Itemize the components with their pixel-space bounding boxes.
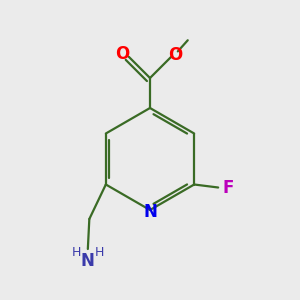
Text: F: F: [223, 178, 234, 196]
Text: H: H: [72, 246, 81, 259]
Text: O: O: [168, 46, 182, 64]
Text: H: H: [94, 246, 104, 259]
Text: N: N: [143, 202, 157, 220]
Text: N: N: [81, 252, 95, 270]
Text: O: O: [115, 45, 129, 63]
